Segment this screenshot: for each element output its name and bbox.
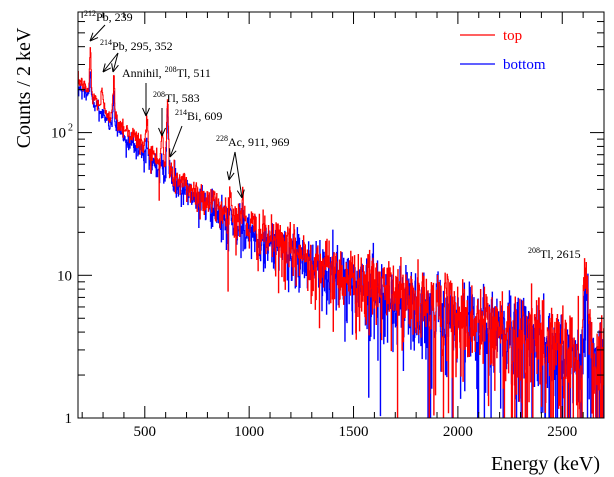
isotope-mass-number: 214: [100, 38, 112, 47]
peak-annotation-label: 214Pb, 295, 352: [100, 38, 173, 53]
x-tick-label: 2500: [547, 424, 577, 440]
series-layer: [77, 47, 605, 419]
peak-annotation-text: Pb, 239: [96, 10, 133, 24]
legend: top bottom: [460, 28, 546, 73]
peak-annotation-label: 212Pb, 239: [84, 9, 133, 24]
annotation-arrow-head: [226, 171, 235, 181]
series-top: [77, 47, 605, 419]
annotation-arrow-head: [142, 107, 150, 117]
x-tick-label: 1500: [339, 424, 369, 440]
x-tick-label: 500: [134, 424, 157, 440]
isotope-mass-number: 214: [175, 108, 187, 117]
peak-annotation-text: Pb, 295, 352: [112, 39, 173, 53]
peak-annotation: 208Tl, 583: [153, 90, 200, 137]
y-tick-label-exponent: 2: [68, 123, 73, 134]
isotope-mass-number: 212: [84, 9, 96, 18]
y-tick-label: 1: [65, 411, 73, 427]
y-axis-label: Counts / 2 keV: [13, 27, 35, 148]
isotope-mass-number: 228: [216, 134, 228, 143]
x-axis-label: Energy (keV): [491, 453, 600, 475]
x-tick-label: 1000: [234, 424, 264, 440]
plot-frame: [77, 11, 605, 419]
legend-label-bottom: bottom: [503, 57, 546, 73]
peak-annotation-prefix: Annihil,: [122, 66, 165, 80]
peak-annotation-label: 228Ac, 911, 969: [216, 134, 290, 149]
peak-annotation-text: Tl, 2615: [540, 247, 581, 261]
legend-label-top: top: [503, 28, 522, 44]
peak-annotation-label: 208Tl, 2615: [528, 246, 581, 261]
peak-annotation-text: Tl, 511: [177, 66, 211, 80]
peak-annotation-text: Ac, 911, 969: [228, 135, 290, 149]
isotope-mass-number: 208: [165, 65, 177, 74]
peak-annotation: 212Pb, 239: [84, 9, 133, 42]
peak-annotation-text: Bi, 609: [187, 109, 222, 123]
annotation-arrow-shaft: [169, 125, 183, 158]
annotation-arrow-shaft: [89, 24, 106, 42]
peak-annotation-text: Tl, 583: [165, 91, 200, 105]
annotation-arrow-head: [169, 148, 177, 158]
peak-annotation-label: Annihil, 208Tl, 511: [122, 65, 211, 80]
peak-annotation: 214Bi, 609: [169, 108, 222, 158]
annotation-arrow-head: [236, 189, 245, 199]
annotation-arrow-shaft: [234, 151, 243, 199]
annotation-arrow-head: [89, 32, 99, 42]
peak-annotation: Annihil, 208Tl, 511: [122, 65, 211, 117]
peak-annotation: 208Tl, 2615: [528, 246, 581, 261]
y-tick-label: 10: [51, 126, 66, 142]
annotation-arrow-head: [111, 63, 119, 73]
annotation-arrow-shaft: [112, 52, 119, 73]
annotation-arrow-head: [158, 127, 166, 137]
annotation-arrow-shaft: [228, 151, 236, 181]
peak-annotation: 214Pb, 295, 352: [100, 38, 173, 73]
annotation-arrow-head: [102, 63, 111, 73]
peak-annotation: 228Ac, 911, 969: [216, 134, 290, 199]
peak-annotation-label: 208Tl, 583: [153, 90, 200, 105]
x-tick-label: 2000: [443, 424, 473, 440]
isotope-mass-number: 208: [528, 246, 540, 255]
y-tick-label: 10: [57, 268, 72, 284]
annotation-arrow-shaft: [102, 52, 119, 73]
isotope-mass-number: 208: [153, 90, 165, 99]
peak-annotation-label: 214Bi, 609: [175, 108, 222, 123]
